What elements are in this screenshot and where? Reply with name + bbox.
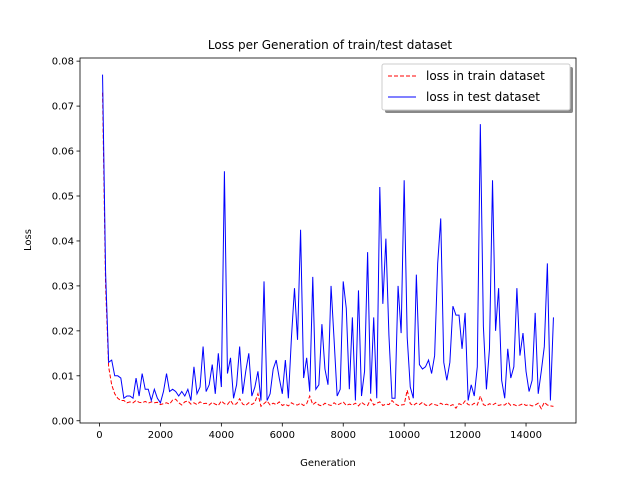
y-tick-label: 0.00 (52, 416, 74, 427)
x-tick-label: 12000 (449, 430, 481, 441)
x-tick-label: 2000 (148, 430, 173, 441)
plot-frame (79, 57, 577, 424)
x-axis-label: Generation (300, 458, 356, 469)
y-tick-label: 0.02 (52, 326, 74, 337)
x-tick-label: 6000 (270, 430, 295, 441)
y-tick-label: 0.07 (52, 102, 74, 113)
y-tick-label: 0.03 (52, 281, 74, 292)
y-tick-label: 0.08 (52, 57, 74, 68)
legend-label: loss in train dataset (426, 69, 545, 83)
y-tick-label: 0.05 (52, 191, 74, 202)
x-tick-label: 8000 (331, 430, 356, 441)
x-tick-label: 14000 (510, 430, 542, 441)
x-tick-label: 0 (96, 430, 102, 441)
y-tick-label: 0.06 (52, 147, 74, 158)
x-tick-label: 4000 (209, 430, 234, 441)
x-tick-label: 10000 (388, 430, 420, 441)
series-line (102, 74, 554, 404)
legend-frame (381, 63, 571, 111)
y-tick-label: 0.04 (52, 236, 74, 247)
y-tick-label: 0.01 (52, 371, 74, 382)
legend-label: loss in test dataset (426, 90, 540, 104)
series-line (102, 92, 554, 410)
chart-title: Loss per Generation of train/test datase… (208, 38, 453, 52)
y-axis-label: Loss (23, 229, 34, 251)
